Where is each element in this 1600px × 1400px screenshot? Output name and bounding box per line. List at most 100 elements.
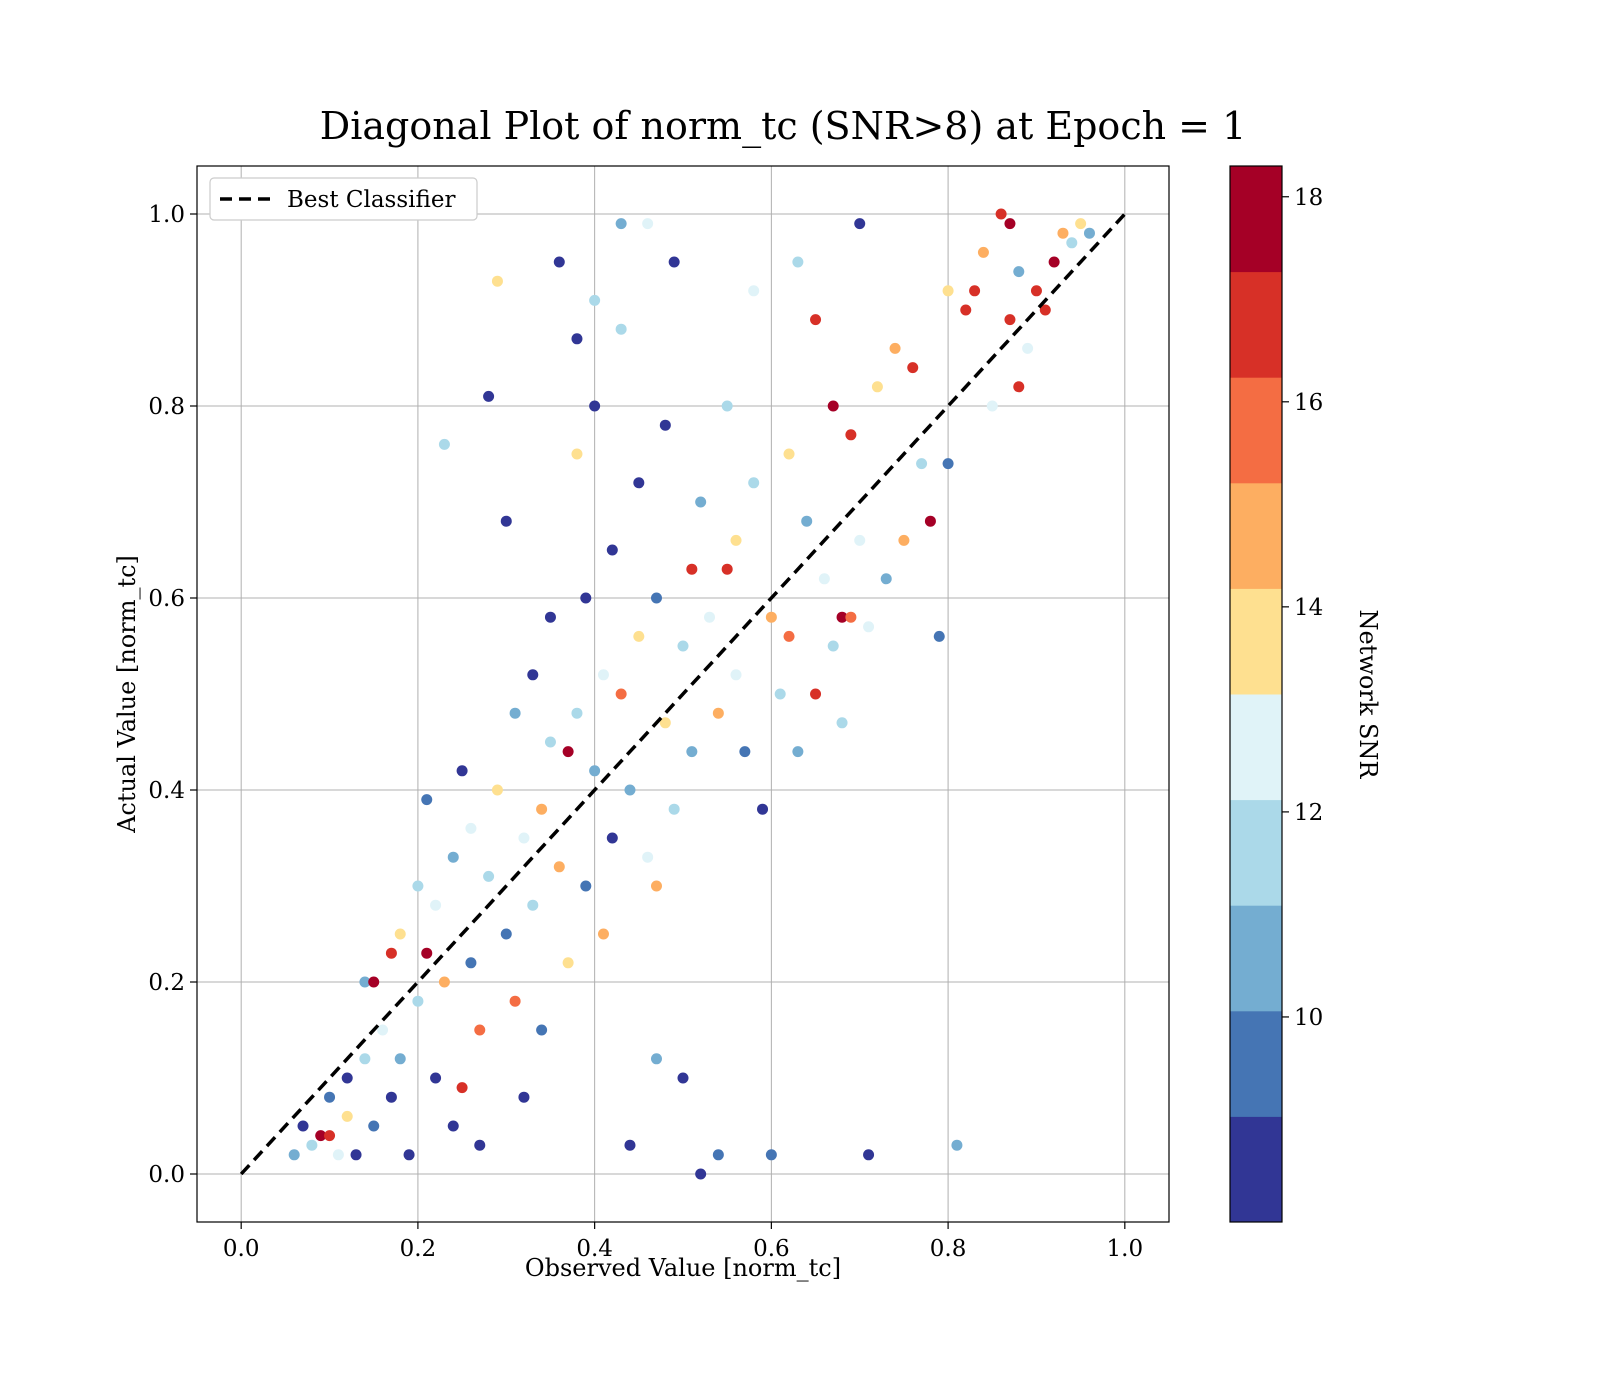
data-point [527,899,539,911]
data-point [447,1120,459,1132]
x-axis: 0.0 0.2 0.4 0.6 0.8 1.0 [223,1222,1143,1262]
data-point [659,717,671,729]
colorbar-segment [1230,377,1282,484]
data-point [624,784,636,796]
data-point [677,640,689,652]
data-point [863,1149,875,1161]
data-point [721,400,733,412]
data-point [465,957,477,969]
legend-box [209,177,478,221]
data-point [633,630,645,642]
data-point [1039,304,1051,316]
colorbar-tick-label: 18 [1294,185,1323,211]
data-point [836,717,848,729]
data-point [721,563,733,575]
y-tick-label: 0.2 [148,970,185,996]
x-axis-label: Observed Value [norm_tc] [525,1254,841,1282]
data-point [695,496,707,508]
data-point [412,995,424,1007]
data-point [1048,256,1060,268]
data-point [995,208,1007,220]
data-point [438,438,450,450]
data-point [818,573,830,585]
data-point [704,611,716,623]
data-point [1004,314,1016,326]
data-point [438,976,450,988]
data-point [412,880,424,892]
colorbar-segment [1230,799,1282,906]
data-point [889,342,901,354]
data-point [792,256,804,268]
data-point [827,400,839,412]
data-point [597,669,609,681]
data-point [368,976,380,988]
data-point [589,400,601,412]
x-tick-label: 0.8 [930,1236,967,1262]
y-tick-label: 0.0 [148,1162,185,1188]
data-point [332,1149,344,1161]
data-point [765,1149,777,1161]
colorbar-tick-label: 16 [1294,390,1323,416]
data-point [810,688,822,700]
data-point [783,448,795,460]
data-point [544,736,556,748]
x-tick-label: 0.4 [576,1236,613,1262]
data-point [863,621,875,633]
colorbar-segment [1230,905,1282,1012]
data-point [642,851,654,863]
data-point [624,1139,636,1151]
data-point [845,611,857,623]
data-point [642,218,654,230]
data-point [854,534,866,546]
data-point [730,534,742,546]
data-point [686,746,698,758]
colorbar-tick-label: 14 [1294,595,1323,621]
data-point [571,333,583,345]
data-point [553,861,565,873]
data-point [942,285,954,297]
data-point [1022,342,1034,354]
data-point [297,1120,309,1132]
data-point [792,746,804,758]
y-axis-label: Actual Value [norm_tc] [113,555,141,834]
data-point [483,870,495,882]
colorbar-segment [1230,1116,1282,1223]
data-point [668,803,680,815]
data-point [350,1149,362,1161]
data-point [341,1110,353,1122]
legend-label: Best Classifier [287,187,455,213]
data-point [509,995,521,1007]
data-point [324,1091,336,1103]
data-point [377,1024,389,1036]
data-point [500,515,512,527]
data-point [394,1053,406,1065]
data-point [615,688,627,700]
data-point [306,1139,318,1151]
data-point [589,765,601,777]
colorbar [1230,166,1282,1223]
data-point [385,1091,397,1103]
colorbar-tick-label: 10 [1294,1005,1323,1031]
data-points [288,208,1095,1180]
data-point [615,218,627,230]
data-point [359,976,371,988]
data-point [589,294,601,306]
x-tick-label: 1.0 [1107,1236,1144,1262]
data-point [606,544,618,556]
data-point [509,707,521,719]
data-point [650,1053,662,1065]
data-point [562,746,574,758]
data-point [677,1072,689,1084]
data-point [421,794,433,806]
colorbar-segment [1230,271,1282,378]
data-point [845,429,857,441]
data-point [668,256,680,268]
data-point [562,957,574,969]
y-tick-label: 0.8 [148,394,185,420]
colorbar-segment [1230,1010,1282,1117]
data-point [456,1082,468,1094]
best-classifier-line [239,212,1127,1176]
x-tick-label: 0.2 [400,1236,437,1262]
y-axis: 0.0 0.2 0.4 0.6 0.8 1.0 [148,202,197,1188]
